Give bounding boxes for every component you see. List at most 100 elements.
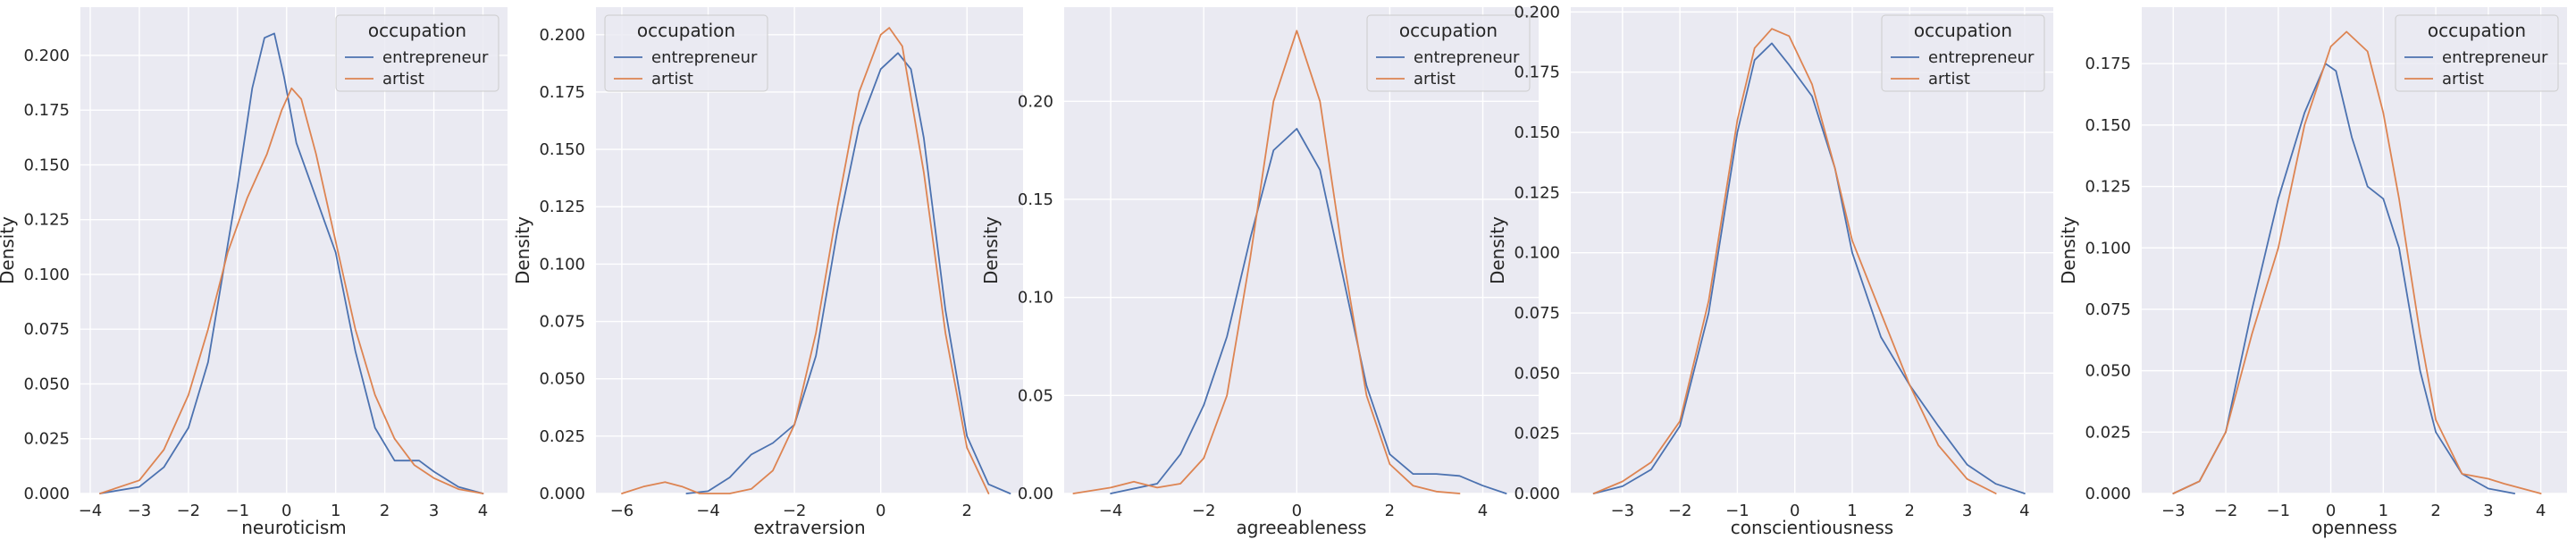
y-tick-label: 0.050 bbox=[1514, 364, 1560, 383]
legend-label-entrepreneur: entrepreneur bbox=[1414, 48, 1520, 67]
x-tick-label: 3 bbox=[2483, 502, 2493, 520]
legend-label-entrepreneur: entrepreneur bbox=[2442, 48, 2548, 67]
x-tick-label: −2 bbox=[1668, 502, 1692, 520]
y-tick-label: 0.15 bbox=[1018, 190, 1053, 209]
y-tick-label: 0.125 bbox=[23, 211, 70, 230]
kde-line-entrepreneur bbox=[685, 52, 1011, 494]
x-tick-label: 4 bbox=[2019, 502, 2029, 520]
legend-box bbox=[335, 14, 499, 92]
legend-label-artist: artist bbox=[382, 70, 424, 89]
y-tick-label: 0.125 bbox=[2085, 178, 2131, 197]
kde-line-artist bbox=[1072, 30, 1461, 494]
legend-box bbox=[604, 14, 768, 92]
y-tick-label: 0.075 bbox=[1514, 304, 1560, 323]
x-tick-label: 3 bbox=[429, 502, 439, 520]
y-tick-label: 0.150 bbox=[539, 140, 585, 159]
x-tick-label: −1 bbox=[2267, 502, 2291, 520]
x-tick-label: 4 bbox=[478, 502, 488, 520]
y-tick-label: 0.200 bbox=[539, 26, 585, 45]
legend: occupation entrepreneur artist bbox=[604, 14, 768, 92]
legend-label-entrepreneur: entrepreneur bbox=[382, 48, 489, 67]
x-tick-label: 2 bbox=[380, 502, 390, 520]
y-tick-label: 0.025 bbox=[1514, 425, 1560, 443]
x-tick-label: −2 bbox=[1192, 502, 1216, 520]
y-tick-label: 0.100 bbox=[2085, 239, 2131, 257]
x-tick-label: −2 bbox=[177, 502, 201, 520]
x-tick-label: 3 bbox=[1962, 502, 1972, 520]
legend-box bbox=[2395, 14, 2559, 92]
legend: occupation entrepreneur artist bbox=[1366, 14, 1531, 92]
x-axis-label: agreeableness bbox=[1237, 517, 1367, 538]
x-tick-label: 0 bbox=[1292, 502, 1302, 520]
y-tick-label: 0.125 bbox=[539, 198, 585, 216]
y-tick-label: 0.050 bbox=[23, 375, 70, 393]
legend: occupation entrepreneur artist bbox=[1881, 14, 2045, 92]
legend-title: occupation bbox=[2428, 20, 2526, 41]
legend-label-entrepreneur: entrepreneur bbox=[651, 48, 758, 67]
x-tick-label: 1 bbox=[2379, 502, 2388, 520]
legend-title: occupation bbox=[1914, 20, 2012, 41]
kde-line-entrepreneur bbox=[1110, 128, 1507, 494]
y-axis-label: Density bbox=[512, 216, 533, 284]
y-axis-label: Density bbox=[1487, 216, 1508, 284]
x-axis-label: openness bbox=[2312, 517, 2397, 538]
y-tick-label: 0.175 bbox=[2085, 55, 2131, 73]
y-axis-label: Density bbox=[2058, 216, 2079, 284]
x-tick-label: −2 bbox=[783, 502, 807, 520]
y-tick-label: 0.000 bbox=[539, 485, 585, 503]
legend: occupation entrepreneur artist bbox=[335, 14, 499, 92]
legend-box bbox=[1366, 14, 1531, 92]
x-axis-label: conscientiousness bbox=[1731, 517, 1893, 538]
legend-label-artist: artist bbox=[651, 70, 693, 89]
y-tick-label: 0.025 bbox=[2085, 423, 2131, 442]
y-tick-label: 0.000 bbox=[23, 485, 70, 503]
x-tick-label: −2 bbox=[2214, 502, 2238, 520]
subplot-extraversion: −6 −4 −2 0 2 0.000 0.025 0.050 0.075 0.100 0.125 0.… bbox=[512, 7, 1023, 538]
x-tick-label: 4 bbox=[2536, 502, 2546, 520]
y-tick-label: 0.175 bbox=[23, 101, 70, 120]
y-tick-label: 0.150 bbox=[1514, 123, 1560, 142]
x-tick-label: 0 bbox=[1790, 502, 1800, 520]
kde-line-entrepreneur bbox=[99, 32, 484, 494]
subplot-openness: −3 −2 −1 0 1 2 3 4 0.000 0.025 0.050 0.075 0.100 0.12… bbox=[2058, 7, 2567, 538]
legend-label-artist: artist bbox=[1414, 70, 1456, 89]
y-tick-label: 0.125 bbox=[1514, 183, 1560, 202]
y-tick-label: 0.050 bbox=[2085, 362, 2131, 381]
y-axis-label: Density bbox=[980, 216, 1002, 284]
x-tick-label: −3 bbox=[128, 502, 152, 520]
subplot-neuroticism: −4 −3 −2 −1 0 1 2 3 4 0.000 0.025 0.050 0.075 0.100 0.… bbox=[0, 7, 508, 538]
kde-line-artist bbox=[621, 27, 990, 494]
kde-line-artist bbox=[2172, 30, 2542, 494]
x-tick-label: 4 bbox=[1478, 502, 1488, 520]
x-axis-label: neuroticism bbox=[241, 517, 347, 538]
legend-title: occupation bbox=[637, 20, 735, 41]
kde-line-artist bbox=[99, 87, 484, 494]
x-tick-label: −6 bbox=[610, 502, 634, 520]
x-tick-label: 0 bbox=[876, 502, 885, 520]
x-tick-label: 0 bbox=[2326, 502, 2336, 520]
y-tick-label: 0.075 bbox=[539, 313, 585, 332]
x-tick-label: −4 bbox=[696, 502, 720, 520]
legend-label-artist: artist bbox=[2442, 70, 2484, 89]
y-tick-label: 0.20 bbox=[1018, 92, 1053, 111]
y-tick-label: 0.000 bbox=[1514, 485, 1560, 503]
legend-title: occupation bbox=[1399, 20, 1498, 41]
x-tick-label: −4 bbox=[1099, 502, 1123, 520]
y-tick-label: 0.025 bbox=[539, 427, 585, 446]
y-tick-label: 0.100 bbox=[539, 255, 585, 274]
x-tick-label: 2 bbox=[2430, 502, 2440, 520]
x-tick-label: −4 bbox=[79, 502, 103, 520]
x-tick-label: −1 bbox=[1725, 502, 1749, 520]
legend-label-entrepreneur: entrepreneur bbox=[1928, 48, 2035, 67]
y-tick-label: 0.100 bbox=[23, 266, 70, 284]
y-tick-label: 0.05 bbox=[1018, 386, 1053, 405]
y-tick-label: 0.10 bbox=[1018, 289, 1053, 308]
y-tick-label: 0.050 bbox=[539, 370, 585, 389]
legend-title: occupation bbox=[368, 20, 466, 41]
y-tick-label: 0.150 bbox=[23, 156, 70, 174]
y-tick-label: 0.175 bbox=[1514, 63, 1560, 82]
legend-box bbox=[1881, 14, 2045, 92]
x-tick-label: 2 bbox=[962, 502, 972, 520]
y-tick-label: 0.175 bbox=[539, 83, 585, 102]
